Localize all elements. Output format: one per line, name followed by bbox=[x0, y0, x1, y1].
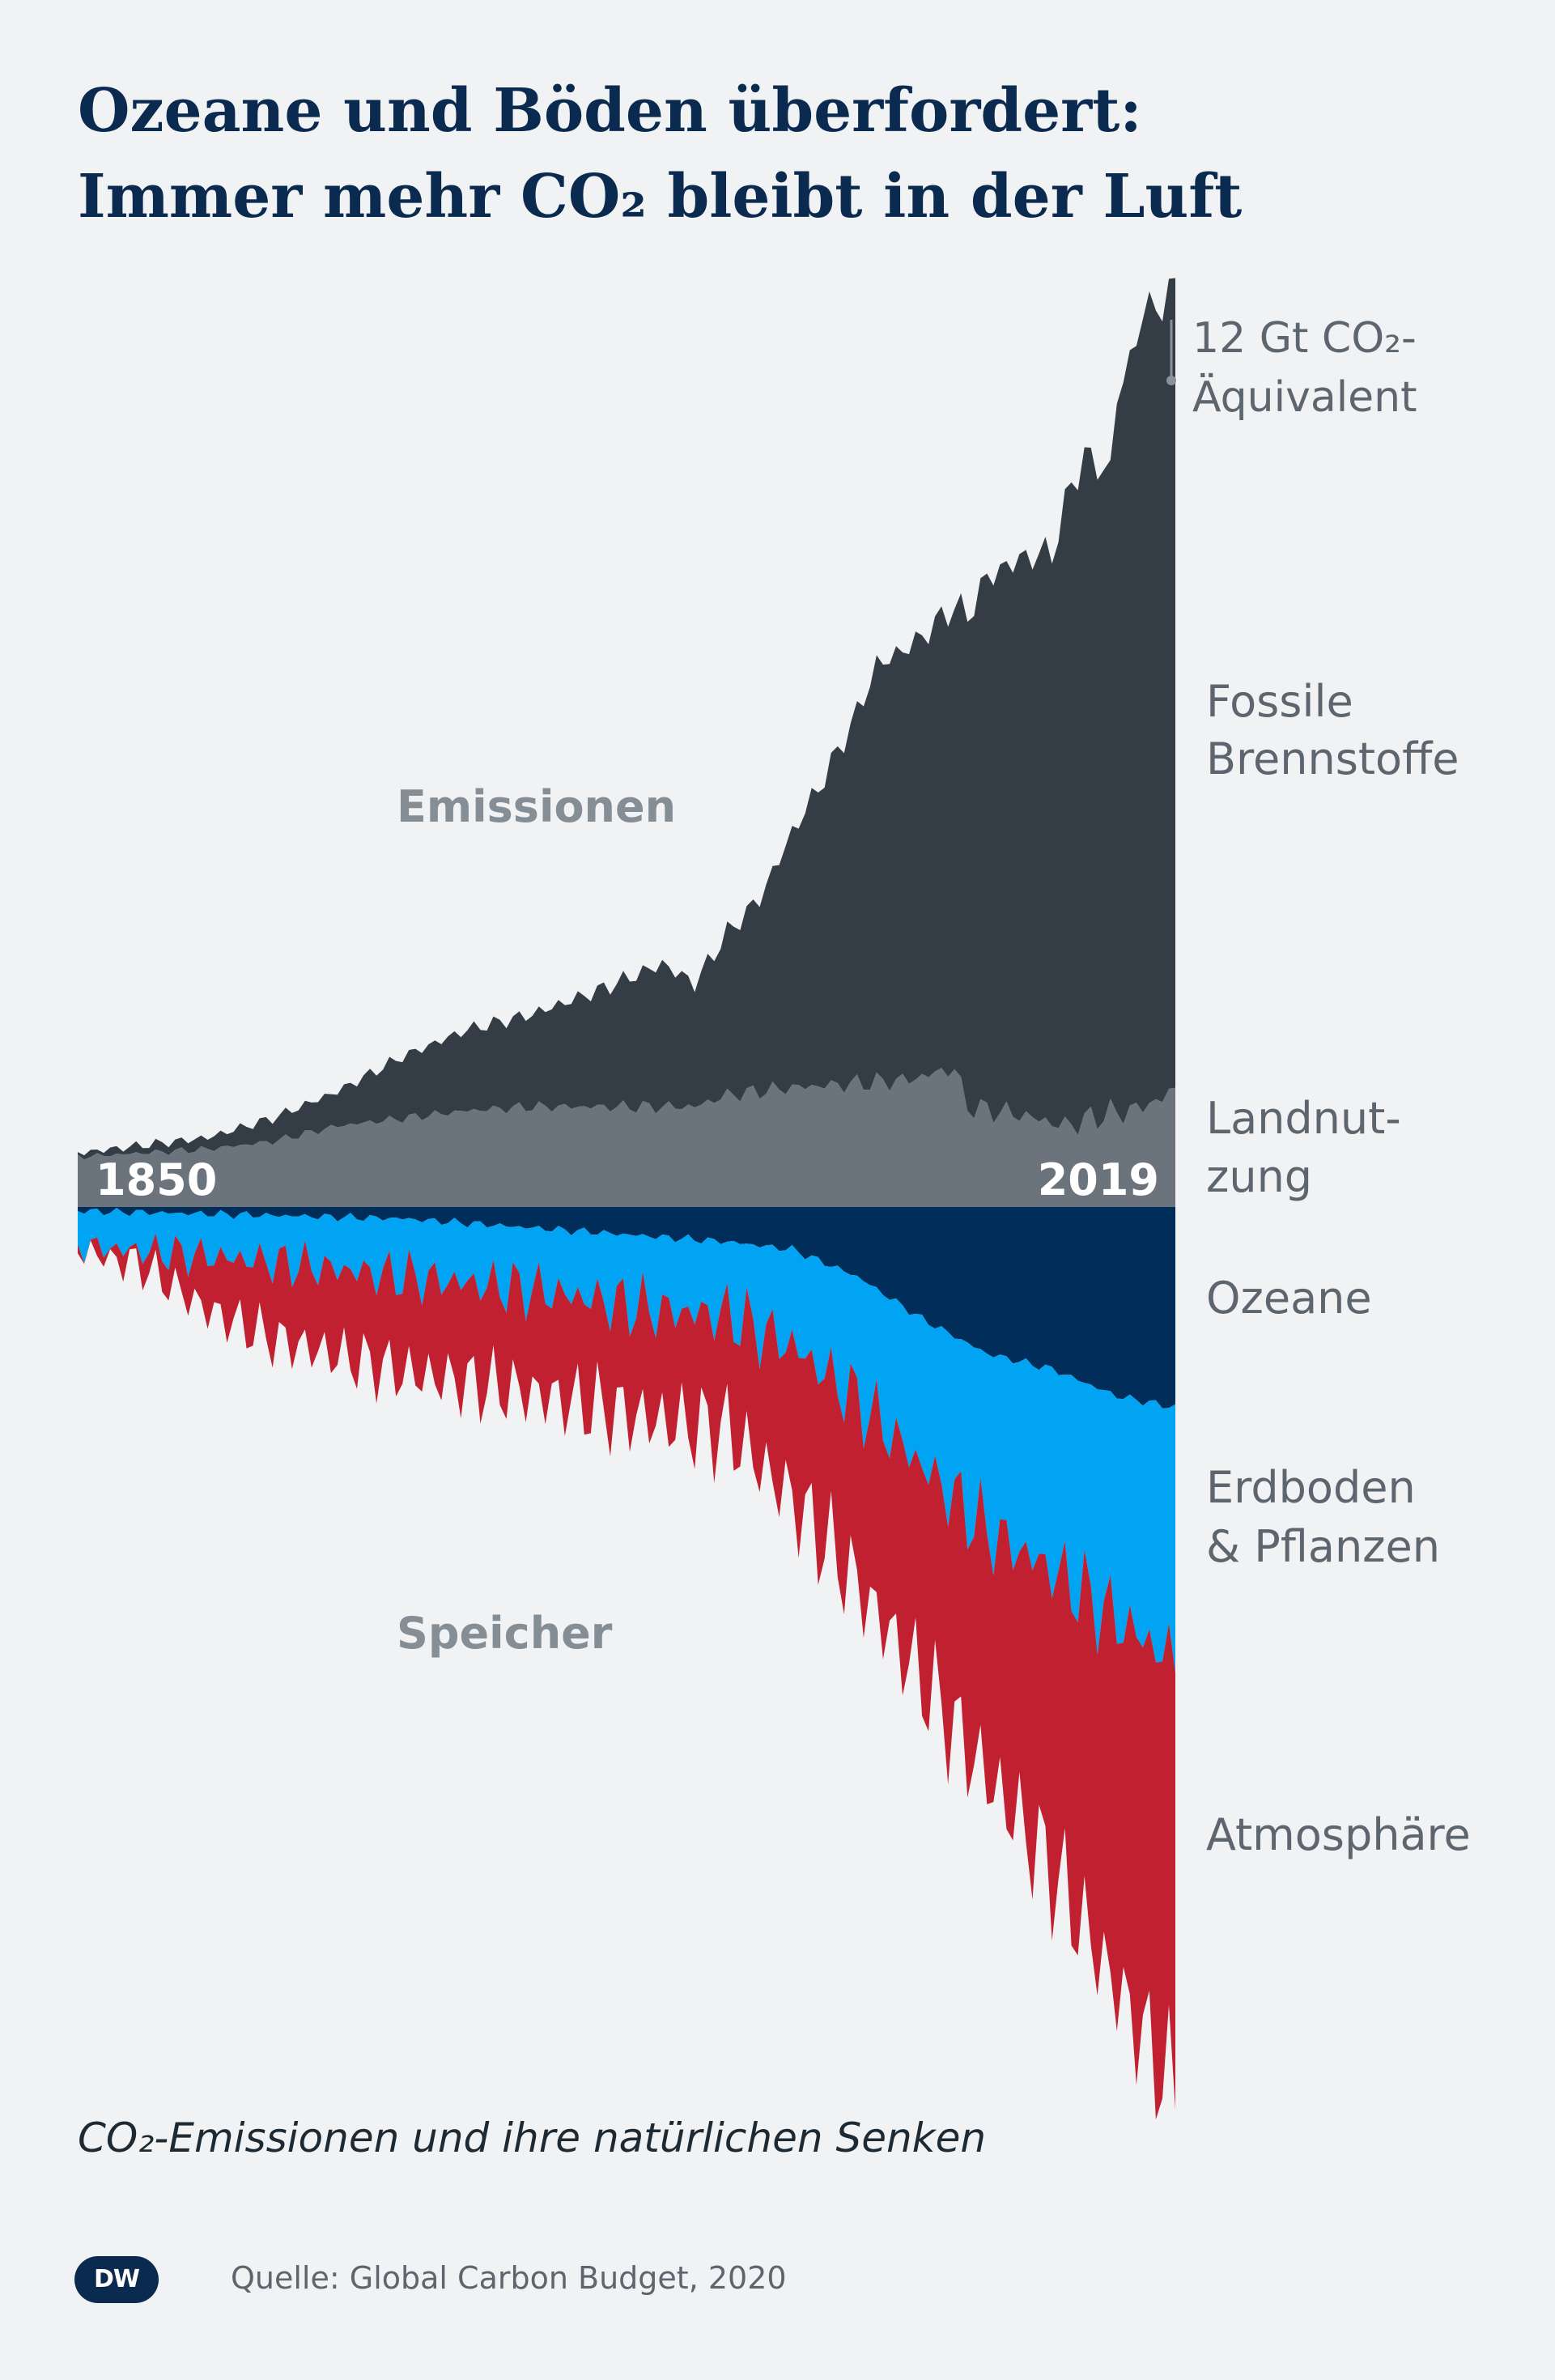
scale-annotation-line-2: Äquivalent bbox=[1192, 372, 1417, 422]
chart-areas bbox=[78, 278, 1175, 2120]
series-label-fossile-brennstoffe-1: Fossile bbox=[1206, 676, 1353, 727]
title-line-2: Immer mehr CO₂ bleibt in der Luft bbox=[78, 162, 1243, 232]
series-label-erdboden-and-pflanzen-1: Erdboden bbox=[1206, 1462, 1416, 1513]
section-label-sinks: Speicher bbox=[397, 1608, 613, 1659]
series-label-atmosphäre-1: Atmosphäre bbox=[1206, 1809, 1471, 1860]
chart-subtitle: CO₂-Emissionen und ihre natürlichen Senk… bbox=[78, 2114, 987, 2161]
scale-marker-dot bbox=[1166, 376, 1176, 385]
series-label-landnutzung-2: zung bbox=[1206, 1151, 1312, 1202]
area-fossile-brennstoffe bbox=[78, 278, 1175, 1160]
area-erdboden-and-pflanzen bbox=[78, 1208, 1175, 1673]
scale-annotation-line-1: 12 Gt CO₂- bbox=[1192, 314, 1417, 363]
section-label-emissions: Emissionen bbox=[397, 781, 676, 832]
chart-title: Ozeane und Böden überfordert: Immer mehr… bbox=[78, 68, 1454, 240]
series-label-ozeane-1: Ozeane bbox=[1206, 1273, 1372, 1324]
area-atmosphäre bbox=[78, 1233, 1175, 2120]
series-label-landnutzung-1: Landnut- bbox=[1206, 1093, 1401, 1144]
series-label-erdboden-and-pflanzen-2: & Pflanzen bbox=[1206, 1521, 1440, 1572]
dw-logo: DW bbox=[74, 2256, 159, 2303]
x-tick-label-end: 2019 bbox=[1038, 1154, 1159, 1205]
area-ozeane bbox=[78, 1207, 1175, 1409]
area-landnutzung bbox=[78, 1068, 1175, 1207]
source-note: Quelle: Global Carbon Budget, 2020 bbox=[231, 2260, 787, 2296]
title-line-1: Ozeane und Böden überfordert: bbox=[78, 76, 1142, 146]
chart-annotations: 1850 2019 Emissionen Speicher 12 Gt CO₂- Äqui… bbox=[96, 314, 1471, 1860]
x-tick-label-start: 1850 bbox=[96, 1154, 217, 1205]
series-label-fossile-brennstoffe-2: Brennstoffe bbox=[1206, 733, 1459, 784]
